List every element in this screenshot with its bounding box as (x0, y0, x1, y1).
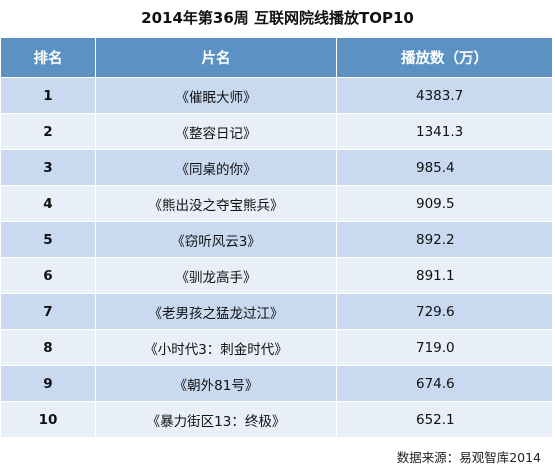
page-title: 2014年第36周 互联网院线播放TOP10 (141, 9, 414, 27)
table-row: 3 《同桌的你》 985.4 (0, 149, 553, 186)
plays-cell: 674.6 (336, 365, 553, 402)
plays-cell: 909.5 (336, 185, 553, 222)
table-row: 4 《熊出没之夺宝熊兵》 909.5 (0, 185, 553, 222)
rank-cell: 10 (0, 401, 96, 438)
table-row: 8 《小时代3：刺金时代》 719.0 (0, 329, 553, 366)
plays-cell: 652.1 (336, 401, 553, 438)
table-row: 5 《窃听风云3》 892.2 (0, 221, 553, 258)
table-row: 9 《朝外81号》 674.6 (0, 365, 553, 402)
table-row: 2 《整容日记》 1341.3 (0, 113, 553, 150)
plays-cell: 985.4 (336, 149, 553, 186)
plays-cell: 719.0 (336, 329, 553, 366)
title-cell: 《催眠大师》 (95, 77, 337, 114)
title-cell: 《老男孩之猛龙过江》 (95, 293, 337, 330)
rank-cell: 2 (0, 113, 96, 150)
plays-cell: 892.2 (336, 221, 553, 258)
rank-cell: 6 (0, 257, 96, 294)
rank-cell: 1 (0, 77, 96, 114)
plays-cell: 1341.3 (336, 113, 553, 150)
rank-cell: 3 (0, 149, 96, 186)
plays-cell: 729.6 (336, 293, 553, 330)
rank-cell: 8 (0, 329, 96, 366)
column-header-name: 片名 (95, 37, 337, 78)
table-row: 6 《驯龙高手》 891.1 (0, 257, 553, 294)
title-cell: 《窃听风云3》 (95, 221, 337, 258)
column-header-plays: 播放数（万） (336, 37, 553, 78)
table-row: 1 《催眠大师》 4383.7 (0, 77, 553, 114)
plays-cell: 891.1 (336, 257, 553, 294)
column-header-rank: 排名 (0, 37, 96, 78)
title-cell: 《熊出没之夺宝熊兵》 (95, 185, 337, 222)
ranking-table: 排名 片名 播放数（万） 1 《催眠大师》 4383.7 2 《整容日记》 13… (0, 37, 553, 438)
table-row: 10 《暴力街区13：终极》 652.1 (0, 401, 553, 438)
plays-cell: 4383.7 (336, 77, 553, 114)
rank-cell: 9 (0, 365, 96, 402)
data-source-note: 数据来源：易观智库2014 (396, 450, 541, 465)
title-cell: 《暴力街区13：终极》 (95, 401, 337, 438)
title-cell: 《同桌的你》 (95, 149, 337, 186)
rank-cell: 5 (0, 221, 96, 258)
title-cell: 《朝外81号》 (95, 365, 337, 402)
title-cell: 《整容日记》 (95, 113, 337, 150)
table-row: 7 《老男孩之猛龙过江》 729.6 (0, 293, 553, 330)
title-cell: 《驯龙高手》 (95, 257, 337, 294)
title-cell: 《小时代3：刺金时代》 (95, 329, 337, 366)
rank-cell: 4 (0, 185, 96, 222)
table-header-row: 排名 片名 播放数（万） (0, 37, 553, 78)
rank-cell: 7 (0, 293, 96, 330)
